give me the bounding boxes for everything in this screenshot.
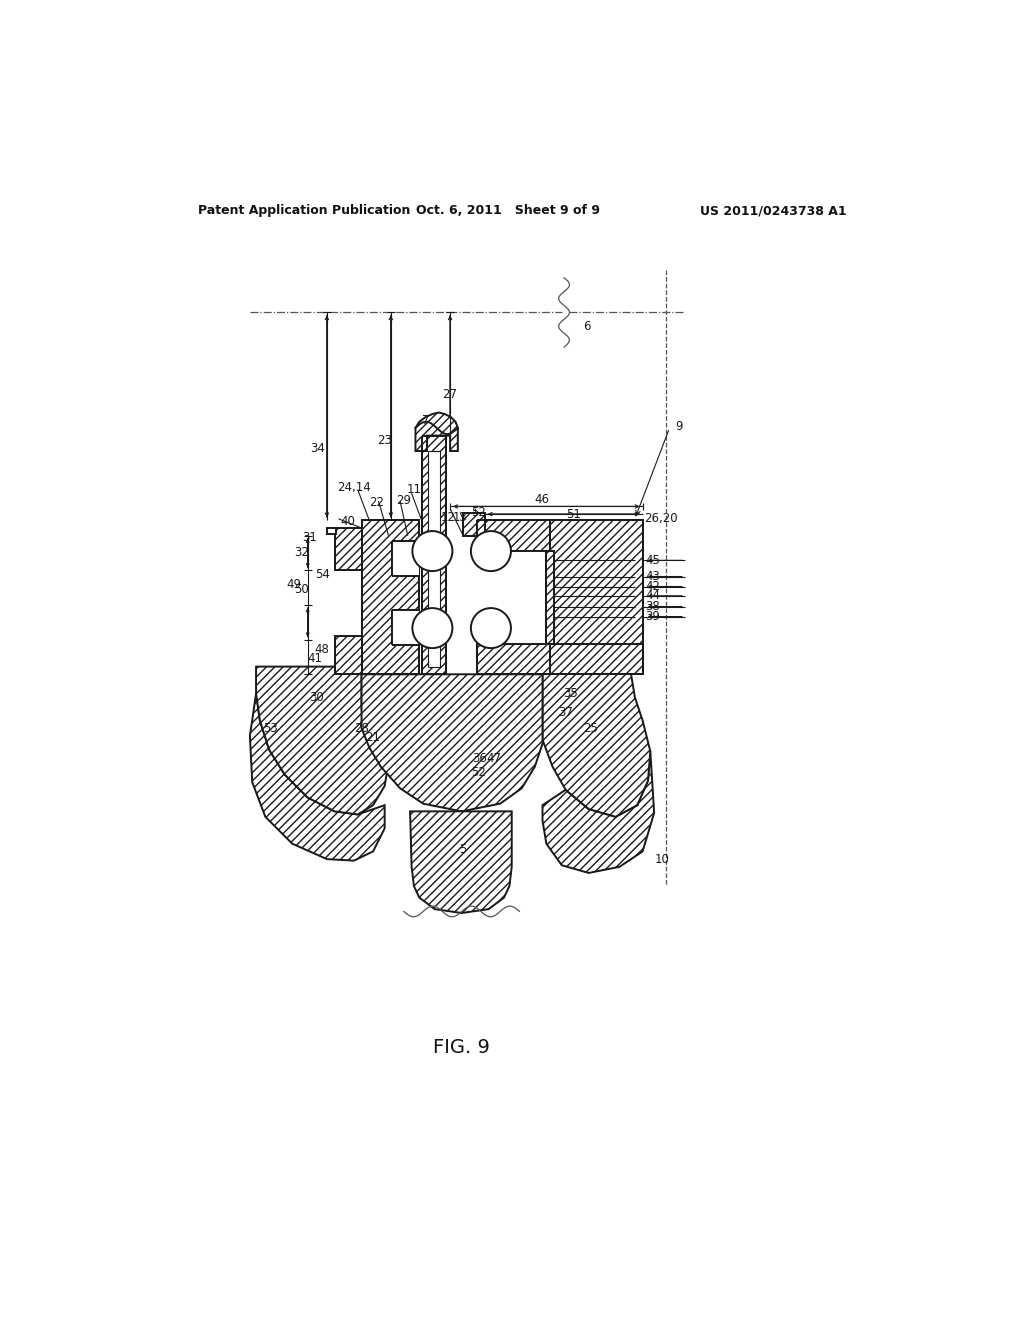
Text: 44: 44 [645, 589, 659, 602]
Polygon shape [250, 693, 385, 861]
Polygon shape [256, 667, 388, 814]
Text: 10: 10 [654, 853, 670, 866]
Text: 6: 6 [584, 319, 591, 333]
Polygon shape [335, 528, 361, 570]
Circle shape [413, 531, 453, 572]
Polygon shape [550, 520, 643, 675]
Circle shape [471, 609, 511, 648]
Text: 21: 21 [366, 731, 381, 744]
Text: 12: 12 [440, 511, 456, 524]
Polygon shape [422, 436, 446, 675]
Text: 36: 36 [472, 752, 486, 766]
Circle shape [471, 531, 511, 572]
Text: 5: 5 [460, 843, 467, 857]
Text: 54: 54 [315, 568, 331, 581]
Text: 39: 39 [645, 610, 659, 623]
Bar [327, 528, 336, 535]
Polygon shape [547, 552, 554, 644]
Text: 43: 43 [645, 570, 659, 583]
Text: 47: 47 [486, 752, 502, 766]
Polygon shape [410, 812, 512, 913]
Text: 30: 30 [309, 690, 325, 704]
Text: 34: 34 [310, 442, 325, 455]
Bar [392, 541, 419, 576]
Text: Oct. 6, 2011   Sheet 9 of 9: Oct. 6, 2011 Sheet 9 of 9 [416, 205, 600, 218]
Bar [428, 451, 440, 667]
Polygon shape [477, 644, 643, 675]
Text: US 2011/0243738 A1: US 2011/0243738 A1 [700, 205, 847, 218]
Text: 26,20: 26,20 [644, 512, 678, 525]
Text: 48: 48 [314, 643, 329, 656]
Text: 45: 45 [645, 554, 659, 566]
Text: 46: 46 [535, 492, 549, 506]
Bar [477, 552, 550, 644]
Text: 27: 27 [442, 388, 458, 401]
Text: 51: 51 [566, 508, 581, 520]
Polygon shape [463, 512, 484, 536]
Text: 35: 35 [563, 686, 579, 700]
Text: 24,14: 24,14 [337, 482, 371, 495]
Text: FIG. 9: FIG. 9 [433, 1039, 490, 1057]
Text: 49: 49 [287, 578, 301, 591]
Polygon shape [361, 675, 543, 812]
Text: 31: 31 [302, 531, 316, 544]
Text: 22: 22 [370, 496, 384, 510]
Polygon shape [335, 636, 361, 675]
Text: 29: 29 [395, 494, 411, 507]
Polygon shape [477, 520, 643, 552]
Text: 52: 52 [471, 767, 486, 779]
Text: 23: 23 [377, 434, 392, 447]
Text: 41: 41 [308, 652, 323, 665]
Bar [392, 610, 419, 645]
Text: 52: 52 [471, 506, 486, 519]
Text: 13: 13 [453, 511, 468, 524]
Polygon shape [361, 520, 419, 675]
Text: 40: 40 [340, 515, 355, 528]
Text: 32: 32 [294, 546, 309, 560]
Text: Patent Application Publication: Patent Application Publication [199, 205, 411, 218]
Text: 38: 38 [645, 601, 659, 612]
Text: 28: 28 [354, 722, 369, 735]
Circle shape [413, 609, 453, 648]
Text: 11: 11 [407, 483, 422, 496]
Text: 42: 42 [645, 579, 659, 593]
Text: 37: 37 [558, 706, 573, 719]
Polygon shape [543, 697, 654, 873]
Text: 25: 25 [584, 722, 598, 735]
Text: 7: 7 [422, 413, 429, 426]
Text: 50: 50 [294, 583, 309, 597]
Polygon shape [416, 412, 458, 451]
Text: 53: 53 [263, 722, 279, 735]
Polygon shape [543, 667, 650, 817]
Text: 9: 9 [675, 420, 683, 433]
